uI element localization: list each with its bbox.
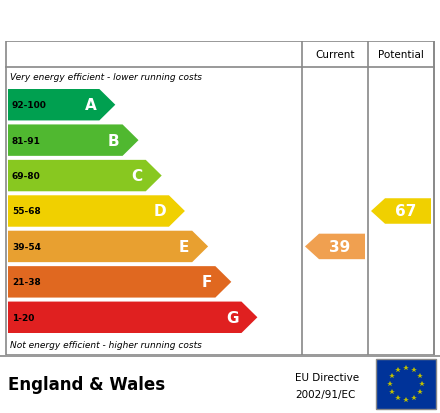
Text: 1-20: 1-20 (12, 313, 34, 322)
Text: G: G (226, 310, 238, 325)
Text: C: C (132, 169, 143, 184)
Polygon shape (8, 266, 231, 298)
Text: Potential: Potential (378, 50, 424, 60)
Text: 92-100: 92-100 (12, 101, 47, 110)
Text: A: A (84, 98, 96, 113)
Polygon shape (371, 199, 431, 224)
Polygon shape (8, 125, 139, 157)
Text: 39: 39 (329, 240, 350, 254)
Text: Very energy efficient - lower running costs: Very energy efficient - lower running co… (10, 74, 202, 82)
Text: 21-38: 21-38 (12, 278, 41, 287)
Text: EU Directive: EU Directive (295, 372, 359, 382)
Text: F: F (202, 275, 213, 290)
Text: England & Wales: England & Wales (8, 375, 165, 393)
Text: 2002/91/EC: 2002/91/EC (295, 389, 355, 399)
Text: Current: Current (315, 50, 355, 60)
Text: 67: 67 (395, 204, 416, 219)
Text: 55-68: 55-68 (12, 207, 41, 216)
Polygon shape (8, 231, 208, 263)
Bar (376, 359, 436, 409)
Text: 81-91: 81-91 (12, 136, 41, 145)
Polygon shape (8, 90, 115, 121)
Text: E: E (179, 240, 189, 254)
Polygon shape (8, 302, 257, 333)
Text: 69-80: 69-80 (12, 172, 41, 180)
Text: B: B (108, 133, 120, 148)
Text: D: D (153, 204, 166, 219)
Text: Not energy efficient - higher running costs: Not energy efficient - higher running co… (10, 341, 202, 350)
Polygon shape (8, 161, 162, 192)
Text: Energy Efficiency Rating: Energy Efficiency Rating (11, 11, 318, 31)
Polygon shape (8, 196, 185, 227)
Polygon shape (305, 234, 365, 259)
Text: 39-54: 39-54 (12, 242, 41, 252)
